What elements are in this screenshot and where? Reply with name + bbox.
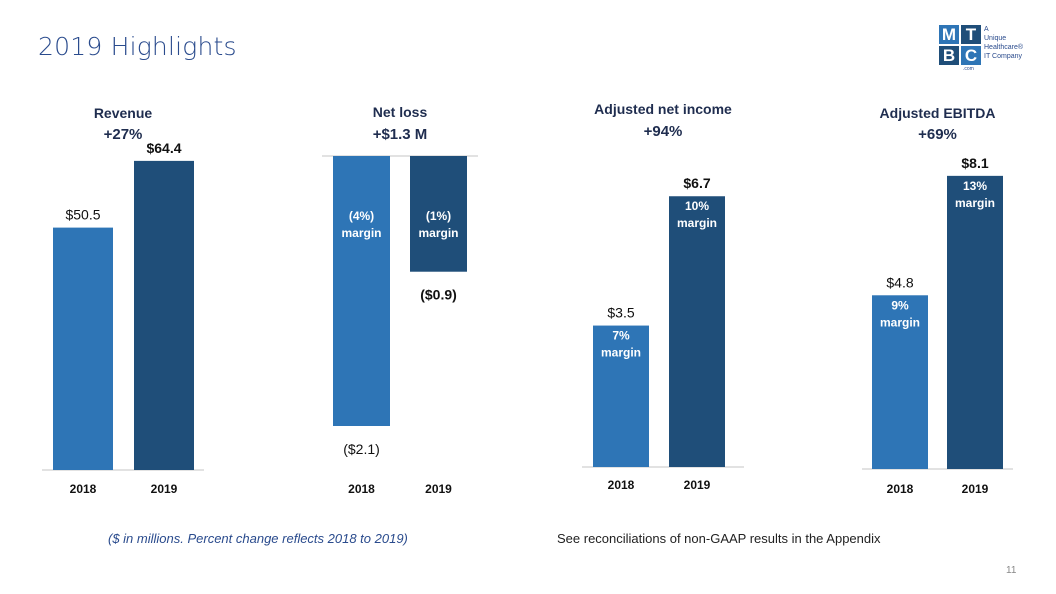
logo-tagline-line: A — [984, 26, 989, 33]
logo-tagline-word: Healthcare — [984, 44, 1018, 51]
margin-label: 7% — [612, 329, 630, 343]
bar-2018 — [333, 156, 390, 426]
margin-label: (4%) — [349, 209, 374, 223]
margin-label: margin — [955, 196, 995, 210]
year-tick-label: 2018 — [348, 482, 375, 496]
value-label: ($2.1) — [343, 441, 380, 457]
value-label: $4.8 — [886, 274, 913, 290]
year-tick-label: 2018 — [887, 482, 914, 496]
page-number: 11 — [1006, 565, 1017, 576]
footnote: ($ in millions. Percent change reflects … — [108, 531, 408, 546]
company-logo: M T B C A Unique Healthcare® IT Company … — [938, 24, 1038, 72]
slide-title: 2019 Highlights — [38, 32, 237, 61]
year-tick-label: 2019 — [684, 478, 711, 492]
bar-2019 — [410, 156, 467, 272]
margin-label: margin — [341, 226, 381, 240]
value-label: $64.4 — [146, 140, 181, 156]
year-tick-label: 2019 — [962, 482, 989, 496]
chart-subtitle: +$1.3 M — [373, 126, 428, 143]
logo-letter-m: M — [939, 25, 959, 44]
value-label: $3.5 — [607, 305, 634, 321]
margin-label: (1%) — [426, 209, 451, 223]
bar-2018 — [872, 295, 928, 469]
margin-label: margin — [418, 226, 458, 240]
chart-title: Net loss — [373, 104, 428, 120]
bar-2019 — [134, 160, 194, 470]
year-tick-label: 2018 — [70, 482, 97, 496]
value-label: $50.5 — [65, 207, 100, 223]
bar-2019 — [947, 175, 1003, 469]
chart-subtitle: +94% — [644, 123, 683, 140]
year-tick-label: 2018 — [608, 478, 635, 492]
value-label: $6.7 — [683, 175, 710, 191]
margin-label: margin — [601, 346, 641, 360]
margin-label: margin — [880, 315, 920, 329]
value-label: ($0.9) — [420, 287, 457, 303]
chart-title: Adjusted net income — [594, 101, 732, 117]
year-tick-label: 2019 — [425, 482, 452, 496]
logo-tagline-line: Healthcare® — [984, 43, 1023, 52]
logo-letter-b: B — [939, 46, 959, 65]
logo-tagline-line: IT Company — [984, 53, 1022, 60]
logo-registered-mark: ® — [1017, 44, 1024, 51]
margin-label: 9% — [891, 298, 909, 312]
value-label: $8.1 — [961, 155, 988, 171]
logo-letter-t: T — [961, 25, 981, 44]
margin-label: margin — [677, 216, 717, 230]
appendix-note: See reconciliations of non-GAAP results … — [557, 531, 881, 546]
margin-label: 10% — [685, 199, 709, 213]
margin-label: 13% — [963, 179, 987, 193]
bar-2018 — [53, 227, 113, 470]
bar-2018 — [593, 325, 649, 467]
chart-title: Adjusted EBITDA — [880, 105, 996, 121]
logo-tagline-line: Unique — [984, 35, 1007, 42]
logo-dotcom: .com — [963, 66, 974, 72]
logo-tagline: A Unique Healthcare® IT Company — [984, 25, 1023, 61]
chart-subtitle: +69% — [918, 126, 957, 143]
logo-letter-c: C — [961, 46, 981, 65]
chart-subtitle: +27% — [104, 126, 143, 143]
bar-2019 — [669, 196, 725, 467]
year-tick-label: 2019 — [151, 482, 178, 496]
chart-title: Revenue — [94, 105, 153, 121]
